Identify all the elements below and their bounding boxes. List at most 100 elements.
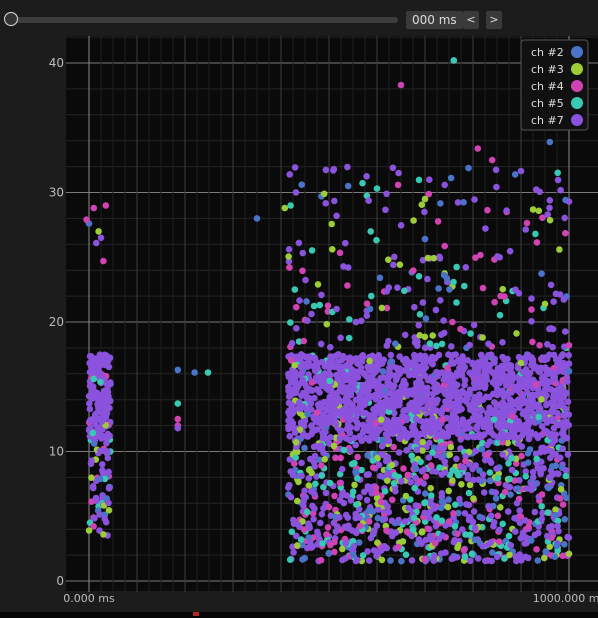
- scatter-point: [478, 407, 485, 414]
- scatter-point: [554, 410, 561, 417]
- scatter-point: [288, 528, 296, 536]
- y-tick-label: 40: [49, 56, 64, 70]
- scatter-point: [485, 340, 492, 348]
- scatter-point: [476, 513, 484, 521]
- scatter-point: [374, 378, 382, 385]
- scatter-point: [444, 503, 452, 511]
- scatter-point: [105, 507, 113, 514]
- time-slider-track[interactable]: [14, 17, 398, 23]
- scatter-point: [529, 338, 536, 346]
- scatter-point: [298, 459, 305, 467]
- scatter-point: [418, 430, 425, 438]
- scatter-point: [480, 423, 487, 431]
- scatter-point: [546, 138, 554, 146]
- scatter-point: [459, 388, 467, 396]
- legend-swatch[interactable]: [571, 46, 583, 58]
- scatter-point: [507, 491, 514, 498]
- scatter-point: [453, 263, 460, 271]
- scatter-point: [294, 497, 301, 505]
- scatter-point: [546, 474, 553, 481]
- scatter-point: [101, 351, 108, 359]
- scatter-point: [301, 444, 308, 452]
- scatter-point: [419, 438, 427, 446]
- scatter-point: [428, 501, 435, 508]
- scatter-point: [451, 523, 459, 530]
- scatter-point: [456, 364, 463, 372]
- scatter-point: [311, 427, 318, 434]
- scatter-point: [86, 368, 94, 376]
- scatter-point: [415, 378, 423, 386]
- scatter-point: [505, 532, 513, 540]
- scatter-point: [347, 447, 354, 455]
- scatter-point: [379, 368, 387, 375]
- scatter-point: [524, 371, 531, 379]
- scatter-point: [373, 552, 380, 560]
- scatter-point: [400, 426, 408, 433]
- legend-swatch[interactable]: [571, 97, 583, 109]
- prev-step-button[interactable]: <: [463, 11, 479, 29]
- scatter-point: [444, 364, 451, 372]
- scatter-point: [451, 426, 458, 434]
- scatter-point: [537, 468, 544, 476]
- scatter-point: [412, 502, 420, 509]
- scatter-point: [367, 433, 375, 441]
- scatter-point: [375, 388, 383, 396]
- scatter-point: [561, 516, 568, 523]
- scatter-point: [351, 459, 358, 467]
- legend-swatch[interactable]: [571, 114, 583, 126]
- scatter-point: [454, 530, 461, 538]
- scatter-point: [356, 506, 363, 513]
- scatter-point: [383, 527, 390, 534]
- scatter-point: [339, 545, 346, 553]
- scatter-point: [385, 284, 393, 291]
- scatter-point: [327, 434, 334, 441]
- scatter-point: [334, 351, 342, 358]
- scatter-point: [332, 395, 340, 402]
- scatter-point: [365, 557, 373, 564]
- scatter-point: [483, 393, 490, 401]
- scatter-point: [553, 470, 560, 477]
- scatter-point: [83, 216, 90, 223]
- scatter-point: [560, 296, 568, 303]
- scatter-point: [344, 163, 351, 171]
- scatter-point: [498, 376, 505, 384]
- scatter-point: [306, 524, 314, 532]
- scatter-point: [522, 468, 529, 475]
- scatter-point: [530, 365, 538, 372]
- scatter-point: [287, 319, 294, 326]
- scatter-point: [405, 504, 412, 512]
- scatter-point: [402, 492, 410, 500]
- scatter-point: [469, 465, 476, 473]
- scatter-point: [337, 334, 344, 342]
- scatter-point: [487, 539, 495, 546]
- scatter-point: [390, 382, 398, 390]
- scatter-point: [519, 529, 527, 537]
- scatter-point: [441, 451, 448, 459]
- scatter-point: [533, 546, 540, 553]
- scatter-point: [98, 435, 105, 442]
- next-step-button[interactable]: >: [486, 11, 502, 29]
- scatter-point: [91, 515, 98, 522]
- scatter-point: [499, 285, 507, 293]
- scatter-point: [337, 397, 345, 405]
- legend-swatch[interactable]: [571, 80, 583, 92]
- scatter-point: [500, 402, 508, 409]
- scatter-point: [336, 249, 344, 257]
- scatter-point: [287, 357, 295, 364]
- scatter-point: [555, 527, 562, 535]
- scatter-point: [492, 495, 500, 502]
- scatter-point: [298, 369, 306, 377]
- scatter-point: [502, 481, 510, 489]
- scatter-point: [359, 552, 367, 559]
- scatter-point: [317, 519, 324, 527]
- scatter-point: [354, 453, 361, 461]
- scatter-point: [322, 489, 330, 497]
- scatter-point: [499, 520, 507, 528]
- scatter-point: [377, 416, 385, 424]
- scatter-point: [398, 557, 405, 565]
- scatter-point: [478, 446, 486, 453]
- scatter-point: [524, 459, 532, 466]
- legend-swatch[interactable]: [571, 63, 583, 75]
- scatter-point: [565, 367, 573, 375]
- time-slider-handle[interactable]: [4, 12, 18, 26]
